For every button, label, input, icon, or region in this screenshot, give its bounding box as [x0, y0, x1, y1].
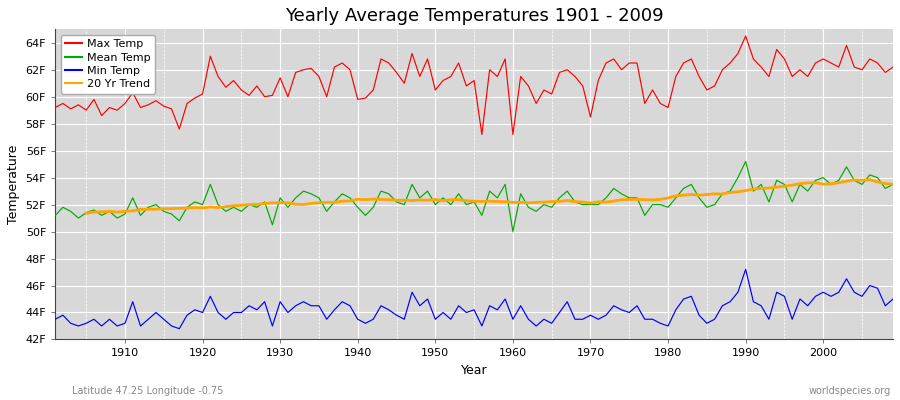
Legend: Max Temp, Mean Temp, Min Temp, 20 Yr Trend: Max Temp, Mean Temp, Min Temp, 20 Yr Tre… [60, 35, 156, 94]
Title: Yearly Average Temperatures 1901 - 2009: Yearly Average Temperatures 1901 - 2009 [284, 7, 663, 25]
X-axis label: Year: Year [461, 364, 488, 377]
Text: Latitude 47.25 Longitude -0.75: Latitude 47.25 Longitude -0.75 [72, 386, 223, 396]
Y-axis label: Temperature: Temperature [7, 145, 20, 224]
Text: worldspecies.org: worldspecies.org [809, 386, 891, 396]
